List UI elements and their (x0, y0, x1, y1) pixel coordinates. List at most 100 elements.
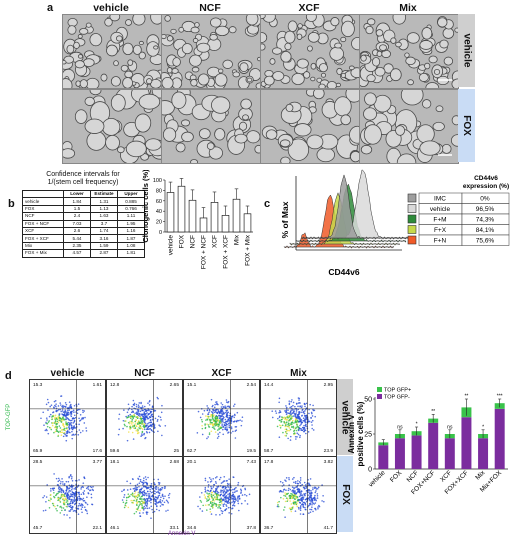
event-dot (149, 399, 151, 402)
event-dot (81, 506, 84, 508)
cell (66, 44, 75, 54)
event-dot (303, 501, 305, 504)
ci-table-cell: FOX + Mix (22, 249, 64, 258)
event-dot (317, 507, 319, 510)
table-row: FOX 1.5 1.13 0.766 (22, 204, 145, 214)
event-dot (290, 421, 293, 424)
event-dot (295, 497, 298, 499)
quadrant-br-value: 19.5 (246, 449, 256, 454)
cell (451, 115, 458, 126)
event-dot (217, 435, 220, 438)
cell (146, 41, 160, 57)
event-dot (309, 403, 311, 406)
quadrant-br-value: 41.7 (323, 526, 333, 531)
event-dot (311, 506, 313, 508)
event-dot (295, 421, 298, 423)
event-dot (299, 507, 302, 510)
event-dot (313, 503, 315, 505)
event-dot (206, 423, 208, 426)
cell (125, 19, 132, 26)
event-dot (54, 399, 57, 402)
event-dot (214, 496, 216, 498)
event-dot (216, 429, 219, 431)
cell (194, 22, 200, 28)
ci-table-cell: 2.35 (63, 241, 91, 251)
event-dot (60, 491, 63, 494)
event-dot (216, 476, 218, 478)
event-dot (302, 498, 305, 500)
event-dot (154, 502, 156, 505)
event-dot (228, 420, 231, 422)
event-dot (278, 409, 281, 412)
event-dot (138, 512, 141, 514)
event-dot (280, 421, 282, 423)
x-tick-label: FOX + NCF (201, 235, 208, 269)
event-dot (57, 416, 59, 418)
cell (439, 39, 449, 49)
event-dot (136, 508, 139, 511)
event-dot (215, 419, 217, 421)
event-dot (285, 431, 287, 434)
event-dot (314, 494, 316, 497)
event-dot (311, 424, 313, 426)
event-dot (125, 499, 128, 502)
ci-table-cell: 4.57 (63, 249, 91, 258)
event-dot (123, 409, 125, 411)
event-dot (311, 503, 313, 506)
panel-a-row-label-vehicle: vehicle (461, 33, 473, 68)
event-dot (58, 488, 61, 491)
flow-density (261, 380, 336, 456)
event-dot (124, 424, 126, 427)
event-dot (294, 405, 296, 408)
event-dot (241, 494, 244, 496)
event-dot (204, 486, 207, 489)
event-dot (57, 477, 60, 480)
event-dot (167, 509, 169, 512)
event-dot (302, 486, 305, 489)
event-dot (51, 418, 53, 421)
ci-table-cell: 1.81 (117, 249, 145, 258)
cell (190, 159, 198, 163)
event-dot (221, 424, 223, 427)
event-dot (288, 415, 290, 417)
event-dot (295, 429, 298, 432)
event-dot (66, 417, 68, 419)
event-dot (240, 489, 243, 492)
event-dot (58, 479, 61, 482)
event-dot (77, 403, 80, 405)
event-dot (149, 428, 151, 430)
event-dot (138, 412, 141, 415)
event-dot (215, 496, 218, 498)
event-dot (216, 437, 219, 439)
event-dot (162, 495, 164, 498)
event-dot (164, 486, 166, 488)
event-dot (215, 482, 217, 484)
event-dot (296, 505, 299, 508)
event-dot (46, 484, 49, 486)
event-dot (140, 407, 143, 409)
cell (122, 77, 133, 88)
event-dot (199, 416, 202, 419)
event-dot (276, 505, 279, 508)
event-dot (274, 410, 277, 412)
event-dot (285, 430, 288, 432)
cell (443, 56, 454, 66)
event-dot (79, 504, 82, 507)
significance-label: ** (464, 394, 468, 400)
event-dot (82, 417, 84, 420)
event-dot (294, 510, 297, 512)
event-dot (222, 433, 225, 436)
event-dot (308, 492, 311, 495)
cell (287, 20, 298, 33)
cell (238, 121, 248, 131)
event-dot (207, 481, 209, 483)
event-dot (295, 427, 297, 430)
event-dot (86, 512, 89, 515)
event-dot (65, 501, 68, 503)
event-dot (144, 500, 147, 502)
event-dot (72, 417, 74, 420)
event-dot (217, 423, 219, 426)
cell (307, 31, 320, 43)
event-dot (241, 420, 243, 422)
event-dot (277, 417, 279, 420)
